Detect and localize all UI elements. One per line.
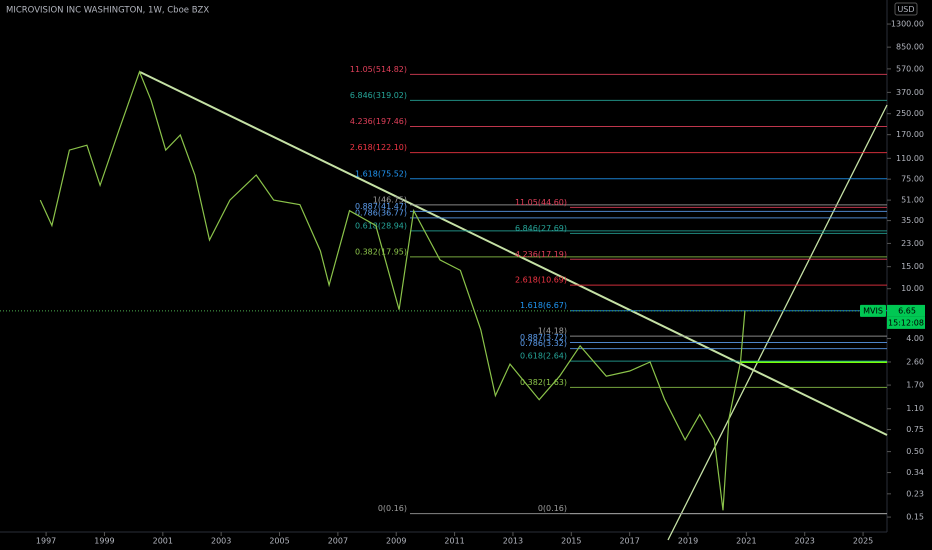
- y-tick-label: 250.00: [896, 109, 924, 118]
- symbol-label: MVIS: [863, 306, 883, 315]
- fib-label: 11.05(44.60): [515, 198, 567, 207]
- y-tick-label: 23.00: [901, 239, 924, 248]
- y-tick-label: 10.00: [901, 284, 924, 293]
- currency-box[interactable]: [894, 2, 918, 16]
- x-tick-label: 2019: [678, 537, 698, 546]
- x-tick-label: 2001: [153, 537, 173, 546]
- fib-label: 0(0.16): [378, 504, 407, 513]
- x-tick-label: 2025: [853, 537, 873, 546]
- x-tick-label: 1997: [36, 537, 56, 546]
- y-tick-label: 0.50: [906, 447, 924, 456]
- fib-label: 0.382(1.63): [520, 378, 567, 387]
- countdown-badge: [887, 316, 925, 329]
- y-tick-label: 570.00: [896, 64, 924, 73]
- fib-label: 1(46.75): [373, 195, 407, 204]
- fib-label: 0.887(3.72): [520, 333, 567, 342]
- fib-label: 2.618(122.10): [350, 143, 407, 152]
- fib-label: 1.618(75.52): [355, 169, 407, 178]
- fib-label: 2.618(10.69): [515, 276, 567, 285]
- fib-label: 0.618(28.94): [355, 221, 407, 230]
- currency[interactable]: USD: [897, 5, 914, 14]
- x-tick-label: 2005: [269, 537, 289, 546]
- x-tick-label: 2007: [328, 537, 348, 546]
- y-tick-label: 1.10: [906, 404, 924, 413]
- price-badge: [887, 304, 925, 317]
- y-tick-label: 110.00: [896, 154, 924, 163]
- y-tick-label: 15.00: [901, 262, 924, 271]
- trend-line: [139, 71, 888, 436]
- fib-label: 0.382(17.95): [355, 247, 407, 256]
- x-tick-label: 2015: [561, 537, 581, 546]
- x-tick-label: 1999: [94, 537, 114, 546]
- trend-line: [667, 104, 888, 541]
- chart-title: MICROVISION INC WASHINGTON, 1W, Cboe BZX: [6, 6, 209, 16]
- fib-label: 11.05(514.82): [350, 65, 407, 74]
- x-tick-label: 2017: [619, 537, 639, 546]
- y-tick-label: 0.15: [906, 513, 924, 522]
- fib-label: 0(0.16): [538, 504, 567, 513]
- x-tick-label: 2011: [444, 537, 464, 546]
- y-tick-label: 51.00: [901, 196, 924, 205]
- x-tick-label: 2013: [503, 537, 523, 546]
- fib-label: 0.618(2.64): [520, 352, 567, 361]
- price-line: [39, 70, 746, 511]
- fib-label: 0.887(41.47): [355, 202, 407, 211]
- y-tick-label: 1300.00: [891, 20, 924, 29]
- y-tick-label: 0.34: [906, 468, 924, 477]
- x-tick-label: 2023: [795, 537, 815, 546]
- fib-label: 1(4.18): [538, 327, 567, 336]
- countdown-label: 15:12:08: [888, 318, 924, 327]
- y-tick-label: 2.60: [906, 357, 924, 366]
- y-tick-label: 4.00: [906, 334, 924, 343]
- fib-label: 0.786(36.77): [355, 208, 407, 217]
- y-tick-label: 0.23: [906, 489, 924, 498]
- symbol-badge: [860, 304, 886, 317]
- x-tick-label: 2003: [211, 537, 231, 546]
- fib-label: 1.618(6.67): [520, 301, 567, 310]
- y-tick-label: 0.75: [906, 425, 924, 434]
- y-tick-label: 75.00: [901, 175, 924, 184]
- y-tick-label: 35.00: [901, 216, 924, 225]
- y-tick-label: 170.00: [896, 130, 924, 139]
- y-tick-label: 850.00: [896, 43, 924, 52]
- fib-label: 6.846(319.02): [350, 91, 407, 100]
- x-tick-label: 2021: [736, 537, 756, 546]
- x-tick-label: 2009: [386, 537, 406, 546]
- fib-label: 6.846(27.69): [515, 224, 567, 233]
- y-tick-label: 370.00: [896, 88, 924, 97]
- y-tick-label: 1.70: [906, 381, 924, 390]
- fib-label: 4.236(17.19): [515, 250, 567, 259]
- price-label: 6.65: [898, 306, 916, 315]
- fib-label: 4.236(197.46): [350, 117, 407, 126]
- fib-label: 0.786(3.32): [520, 339, 567, 348]
